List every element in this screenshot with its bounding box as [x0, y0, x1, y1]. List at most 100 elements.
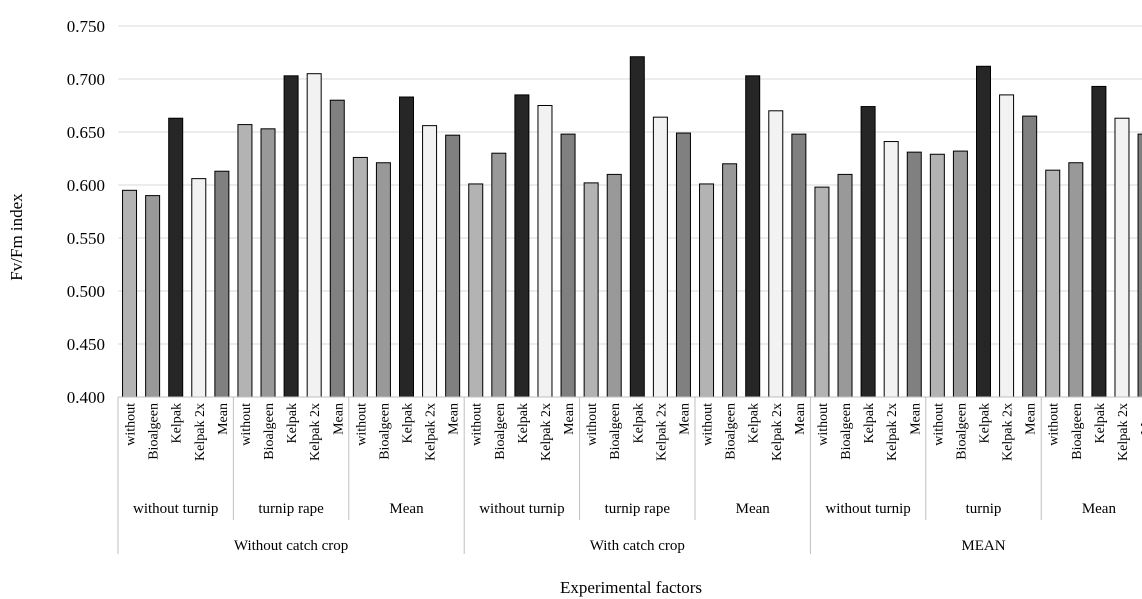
bar [999, 94, 1015, 398]
bar [468, 183, 484, 398]
x-tick-label: without [354, 403, 369, 446]
subgroup-label: without turnip [479, 501, 564, 517]
group-labels: without turnip turnip rape Mean Without cat… [133, 501, 1116, 554]
x-tick-label: Bioalgeen [493, 403, 508, 460]
x-tick-label: Mean [793, 403, 808, 435]
x-tick-label: Kelpak [631, 403, 646, 443]
x-tick-label: without [585, 403, 600, 446]
bar [1091, 85, 1107, 398]
x-tick-label: Bioalgeen [377, 403, 392, 460]
bar [1114, 117, 1130, 398]
y-tick-label: 0.700 [67, 70, 105, 89]
x-tick-label: without [816, 403, 831, 446]
x-tick-label: Kelpak [1093, 403, 1108, 443]
x-tick-label: Kelpak 2x [424, 403, 439, 461]
x-tick-label: Kelpak [516, 403, 531, 443]
x-tick-label: Mean [331, 403, 346, 435]
bar [791, 133, 807, 398]
x-tick-label: Bioalgeen [839, 403, 854, 460]
subgroup-label: turnip [966, 501, 1002, 517]
bar [860, 106, 876, 398]
bar [329, 99, 345, 398]
x-tick-label: without [470, 403, 485, 446]
y-tick-label: 0.500 [67, 282, 105, 301]
subgroup-label: Mean [389, 501, 424, 517]
x-tick-label: Mean [562, 403, 577, 435]
bar [352, 156, 368, 398]
x-tick-label: Kelpak 2x [1116, 403, 1131, 461]
bar [445, 134, 461, 398]
x-tick-labels: without Bioalgeen Kelpak Kelpak 2x Mean witho… [124, 403, 1142, 461]
bar [283, 75, 299, 398]
x-tick-label: without [239, 403, 254, 446]
y-tick-label: 0.600 [67, 176, 105, 195]
bars [122, 56, 1142, 398]
bar [1137, 133, 1142, 398]
bar [560, 133, 576, 398]
y-tick-label: 0.450 [67, 335, 105, 354]
x-tick-label: Kelpak 2x [885, 403, 900, 461]
bar [1068, 162, 1084, 398]
bar [122, 189, 138, 398]
subgroup-label: Mean [1082, 501, 1117, 517]
bar [883, 141, 899, 398]
x-tick-label: Kelpak [401, 403, 416, 443]
x-tick-label: Bioalgeen [262, 403, 277, 460]
x-tick-label: Bioalgeen [954, 403, 969, 460]
bar [929, 153, 945, 398]
bar [814, 186, 830, 398]
x-tick-label: Mean [1139, 403, 1142, 435]
x-tick-label: without [124, 403, 139, 446]
x-tick-label: Bioalgeen [724, 403, 739, 460]
bar [629, 56, 645, 398]
x-tick-label: Kelpak [978, 403, 993, 443]
bar [652, 116, 668, 398]
bar [1022, 115, 1038, 398]
bar [906, 151, 922, 398]
x-tick-label: without [1047, 403, 1062, 446]
x-tick-label: Mean [447, 403, 462, 435]
x-tick-label: Kelpak 2x [654, 403, 669, 461]
bar [768, 110, 784, 398]
x-tick-label: Kelpak [285, 403, 300, 443]
subgroup-label: turnip rape [258, 501, 324, 517]
x-tick-label: Kelpak 2x [770, 403, 785, 461]
x-tick-label: Bioalgeen [147, 403, 162, 460]
bar [606, 173, 622, 398]
bar [399, 96, 414, 398]
bar [191, 178, 207, 398]
y-tick-label: 0.650 [67, 123, 105, 142]
x-tick-label: Kelpak [170, 403, 185, 443]
bar [260, 128, 276, 398]
y-tick-label: 0.550 [67, 229, 105, 248]
bar [976, 65, 991, 398]
bar [422, 125, 438, 398]
bar [514, 94, 530, 398]
bar [699, 183, 715, 398]
axes [117, 396, 1142, 554]
x-tick-label: Kelpak [747, 403, 762, 443]
bar [306, 73, 322, 398]
bar [214, 170, 230, 398]
bar [491, 152, 507, 398]
x-tick-label: Bioalgeen [1070, 403, 1085, 460]
x-axis-title: Experimental factors [560, 578, 702, 597]
x-tick-label: Kelpak 2x [193, 403, 208, 461]
x-tick-label: Kelpak [862, 403, 877, 443]
x-tick-label: Bioalgeen [608, 403, 623, 460]
group-label: Without catch crop [234, 538, 348, 554]
subgroup-label: without turnip [133, 501, 218, 517]
bar [1045, 169, 1061, 398]
bar [952, 150, 968, 398]
subgroup-label: without turnip [825, 501, 910, 517]
bar [583, 182, 599, 398]
x-tick-label: Mean [677, 403, 692, 435]
bar [722, 163, 738, 398]
y-tick-label: 0.400 [67, 388, 105, 407]
bar [168, 117, 184, 398]
group-label: With catch crop [590, 538, 685, 554]
x-tick-label: Kelpak 2x [539, 403, 554, 461]
bar [745, 75, 761, 398]
y-axis-title: Fv/Fm index [7, 193, 26, 281]
